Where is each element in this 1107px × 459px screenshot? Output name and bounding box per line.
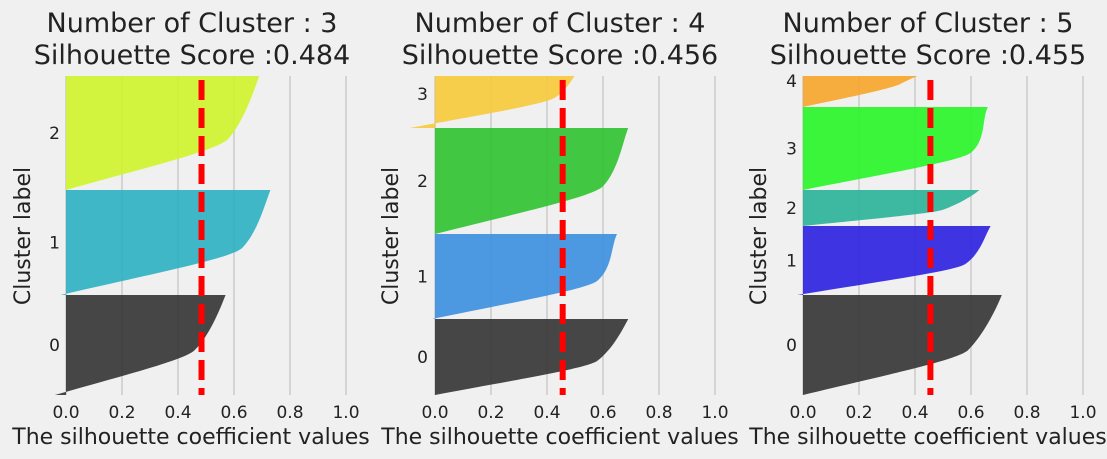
cluster-label: 0 <box>49 336 60 356</box>
cluster-band-2 <box>435 128 629 234</box>
cluster-band-3 <box>803 107 988 190</box>
y-axis-label: Cluster label <box>747 167 772 305</box>
x-tick-label: 0.4 <box>901 403 928 423</box>
cluster-band-1 <box>432 234 617 319</box>
x-tick-label: 0.0 <box>52 403 79 423</box>
x-axis-label: The silhouette coefficient values <box>380 425 738 450</box>
chart-title: Number of Cluster : 5 <box>783 8 1074 39</box>
x-tick-label: 1.0 <box>332 403 359 423</box>
cluster-band-2 <box>803 190 980 226</box>
x-tick-label: 0.6 <box>957 403 984 423</box>
cluster-label: 1 <box>49 234 60 254</box>
chart-title: Number of Cluster : 4 <box>415 8 706 39</box>
cluster-band-0 <box>54 295 226 395</box>
chart-subtitle: Silhouette Score :0.455 <box>770 40 1086 71</box>
cluster-band-0 <box>435 319 629 395</box>
x-axis-label: The silhouette coefficient values <box>11 425 369 450</box>
x-tick-label: 0.8 <box>1013 403 1040 423</box>
chart-subtitle: Silhouette Score :0.456 <box>402 40 718 71</box>
x-tick-label: 0.2 <box>108 403 135 423</box>
x-tick-label: 0.4 <box>164 403 191 423</box>
cluster-label: 2 <box>786 199 797 219</box>
cluster-label: 2 <box>49 124 60 144</box>
cluster-band-1 <box>797 226 991 295</box>
cluster-label: 4 <box>786 72 797 92</box>
x-tick-label: 0.6 <box>220 403 247 423</box>
cluster-label: 1 <box>417 268 428 288</box>
x-tick-label: 1.0 <box>701 403 728 423</box>
x-tick-label: 0.8 <box>645 403 672 423</box>
x-tick-label: 1.0 <box>1069 403 1096 423</box>
cluster-band-0 <box>803 295 1002 395</box>
x-tick-label: 0.4 <box>533 403 560 423</box>
cluster-label: 0 <box>417 348 428 368</box>
cluster-band-4 <box>803 76 918 107</box>
cluster-band-2 <box>66 76 260 190</box>
cluster-band-3 <box>409 76 575 128</box>
x-tick-label: 0.8 <box>276 403 303 423</box>
x-tick-label: 0.0 <box>789 403 816 423</box>
x-tick-label: 0.0 <box>421 403 448 423</box>
cluster-label: 0 <box>786 336 797 356</box>
cluster-label: 3 <box>417 85 428 105</box>
chart-title: Number of Cluster : 3 <box>47 8 338 39</box>
cluster-label: 3 <box>786 140 797 160</box>
x-tick-label: 0.2 <box>845 403 872 423</box>
y-axis-label: Cluster label <box>11 167 36 305</box>
cluster-label: 2 <box>417 172 428 192</box>
chart-subtitle: Silhouette Score :0.484 <box>34 40 350 71</box>
x-axis-label: The silhouette coefficient values <box>748 425 1106 450</box>
cluster-band-1 <box>60 190 271 295</box>
x-tick-label: 0.6 <box>589 403 616 423</box>
y-axis-label: Cluster label <box>379 167 404 305</box>
cluster-label: 1 <box>786 252 797 272</box>
x-tick-label: 0.2 <box>477 403 504 423</box>
